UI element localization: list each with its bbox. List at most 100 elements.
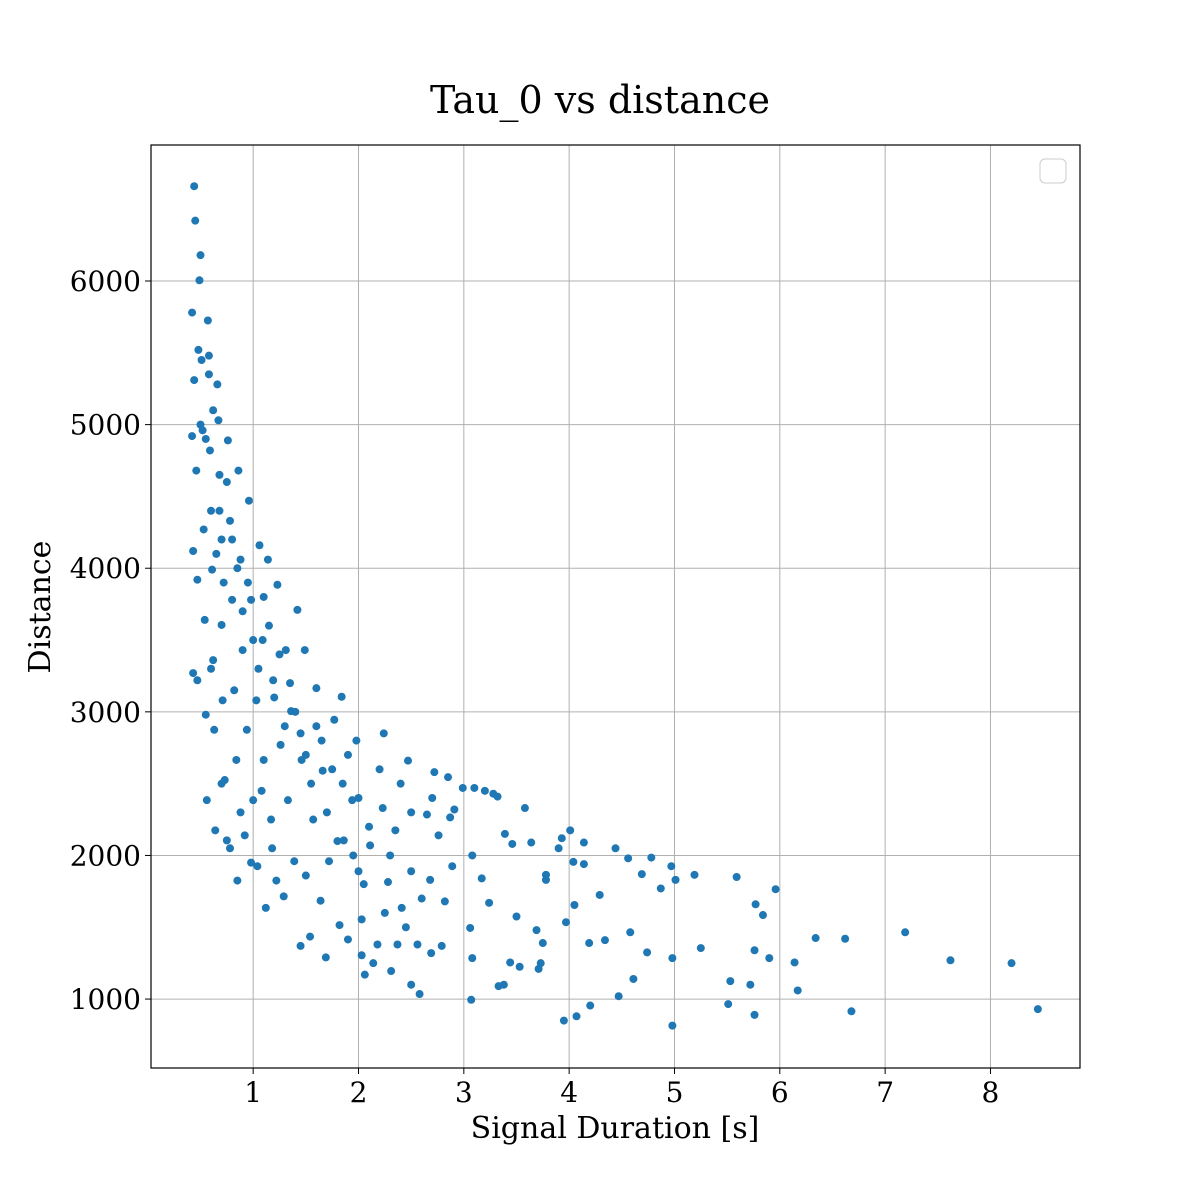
point: [189, 546, 198, 555]
point: [217, 535, 226, 544]
point: [309, 815, 318, 824]
point: [647, 853, 656, 862]
point: [440, 897, 449, 906]
x-tick-label: 3: [455, 1076, 473, 1109]
x-tick-label: 4: [560, 1076, 578, 1109]
point: [276, 740, 285, 749]
point: [386, 851, 395, 860]
point: [579, 860, 588, 869]
point: [444, 773, 453, 782]
point: [194, 345, 203, 354]
point: [541, 875, 550, 884]
point: [391, 826, 400, 835]
point: [426, 875, 435, 884]
point: [417, 894, 426, 903]
point: [401, 923, 410, 932]
point: [188, 432, 197, 441]
point: [569, 857, 578, 866]
point: [261, 903, 270, 912]
point: [286, 679, 295, 688]
point: [380, 908, 389, 917]
point: [222, 478, 231, 487]
point: [668, 954, 677, 963]
point: [520, 804, 529, 813]
point: [322, 808, 331, 817]
point: [515, 962, 524, 971]
point: [383, 878, 392, 887]
point: [500, 829, 509, 838]
point: [360, 970, 369, 979]
point: [667, 862, 676, 871]
point: [600, 936, 609, 945]
point: [494, 982, 503, 991]
point: [200, 615, 209, 624]
point: [470, 783, 479, 792]
point: [338, 779, 347, 788]
point: [765, 954, 774, 963]
point: [199, 525, 208, 534]
point: [1007, 959, 1016, 968]
point: [228, 595, 237, 604]
point: [204, 370, 213, 379]
point: [343, 750, 352, 759]
point: [228, 535, 237, 544]
x-tick-label: 2: [350, 1076, 368, 1109]
point: [415, 990, 424, 999]
point: [196, 251, 205, 260]
y-tick-label: 5000: [70, 409, 141, 442]
x-tick-label: 1: [244, 1076, 262, 1109]
point: [446, 813, 455, 822]
point: [307, 779, 316, 788]
point: [225, 516, 234, 525]
point: [195, 276, 204, 285]
point: [485, 898, 494, 907]
y-axis-label: Distance: [23, 541, 58, 674]
point: [847, 1007, 856, 1016]
x-tick-label: 8: [982, 1076, 1000, 1109]
point: [193, 676, 202, 685]
points: [188, 182, 1042, 1030]
point: [218, 696, 227, 705]
point: [407, 808, 416, 817]
point: [296, 729, 305, 738]
point: [430, 768, 439, 777]
point: [611, 844, 620, 853]
point: [387, 967, 396, 976]
point: [205, 446, 214, 455]
point: [279, 892, 288, 901]
x-tick-label: 7: [876, 1076, 894, 1109]
point: [357, 951, 366, 960]
point: [626, 928, 635, 937]
point: [437, 941, 446, 950]
point: [204, 351, 213, 360]
point: [570, 900, 579, 909]
point: [643, 948, 652, 957]
point: [207, 506, 216, 515]
point: [750, 1010, 759, 1019]
point: [450, 805, 459, 814]
point: [538, 939, 547, 948]
point: [330, 715, 339, 724]
point: [215, 506, 224, 515]
point: [242, 725, 251, 734]
x-axis-label: Signal Duration [s]: [471, 1111, 760, 1146]
point: [281, 646, 290, 655]
point: [201, 710, 210, 719]
point: [202, 796, 211, 805]
point: [293, 605, 302, 614]
point: [209, 656, 218, 665]
point: [252, 696, 261, 705]
point: [222, 836, 231, 845]
point: [296, 941, 305, 950]
point: [572, 1012, 581, 1021]
point: [333, 837, 342, 846]
point: [301, 750, 310, 759]
point: [243, 578, 252, 587]
point: [337, 692, 346, 701]
point: [270, 693, 279, 702]
point: [359, 880, 368, 889]
point: [532, 926, 541, 935]
point: [354, 867, 363, 876]
point: [422, 810, 431, 819]
point: [365, 822, 374, 831]
